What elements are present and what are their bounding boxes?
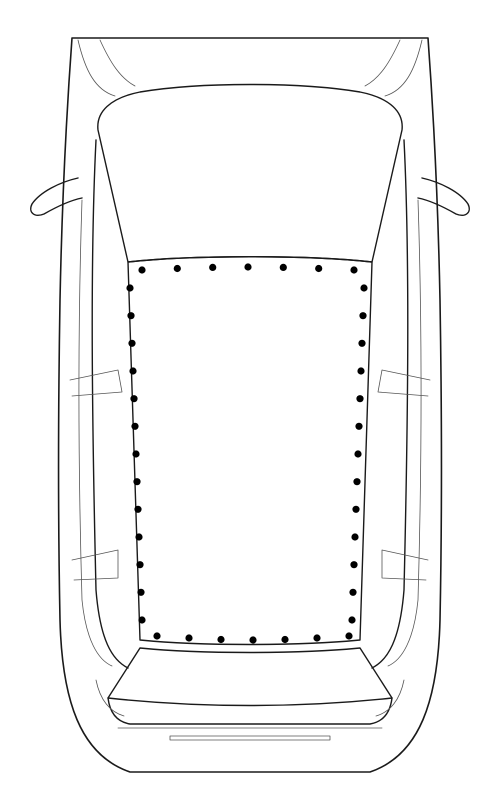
fastener-right-6 — [355, 422, 363, 430]
fastener-right-8 — [353, 478, 361, 486]
fastener-top-5 — [279, 263, 287, 271]
fastener-right-3 — [358, 339, 366, 347]
fastener-left-7 — [132, 450, 140, 458]
door-frames — [69, 139, 431, 669]
fastener-bottom-6 — [313, 634, 321, 642]
fastener-right-12 — [349, 588, 357, 596]
fastener-left-10 — [135, 533, 143, 541]
fastener-left-2 — [127, 312, 135, 320]
rear-bumper — [95, 679, 405, 741]
fastener-left-1 — [126, 284, 134, 292]
fastener-left-11 — [136, 561, 144, 569]
fastener-right-7 — [354, 450, 362, 458]
fastener-top-1 — [138, 266, 146, 274]
fastener-right-1 — [360, 284, 368, 292]
fastener-right-11 — [350, 561, 358, 569]
fastener-top-4 — [244, 263, 252, 271]
fastener-bottom-2 — [185, 634, 193, 642]
fastener-left-4 — [129, 367, 137, 375]
fastener-left-6 — [131, 422, 139, 430]
fastener-bottom-7 — [345, 632, 353, 640]
fastener-right-9 — [352, 505, 360, 513]
fastener-left-8 — [133, 478, 141, 486]
hood-lines — [77, 39, 423, 97]
fastener-bottom-4 — [249, 636, 257, 644]
fastener-right-10 — [351, 533, 359, 541]
left-mirror — [30, 177, 83, 216]
fastener-top-7 — [350, 266, 358, 274]
fastener-left-5 — [130, 395, 138, 403]
fastener-right-2 — [359, 312, 367, 320]
fastener-top-3 — [209, 263, 217, 271]
fastener-top-2 — [173, 264, 181, 273]
roof-fastener-points — [126, 263, 368, 644]
fastener-left-9 — [134, 505, 142, 513]
fastener-right-4 — [357, 367, 365, 375]
car-body-outline — [57, 37, 443, 773]
fastener-left-13 — [138, 616, 146, 624]
fastener-right-13 — [348, 616, 356, 624]
fastener-bottom-5 — [281, 635, 289, 644]
fastener-left-12 — [137, 588, 145, 596]
fastener-right-5 — [356, 395, 364, 403]
roof-panel — [127, 256, 373, 646]
right-mirror — [417, 177, 470, 216]
fastener-bottom-1 — [153, 632, 161, 640]
fastener-left-3 — [128, 339, 136, 347]
fastener-bottom-3 — [217, 635, 225, 644]
fastener-top-6 — [315, 264, 323, 273]
